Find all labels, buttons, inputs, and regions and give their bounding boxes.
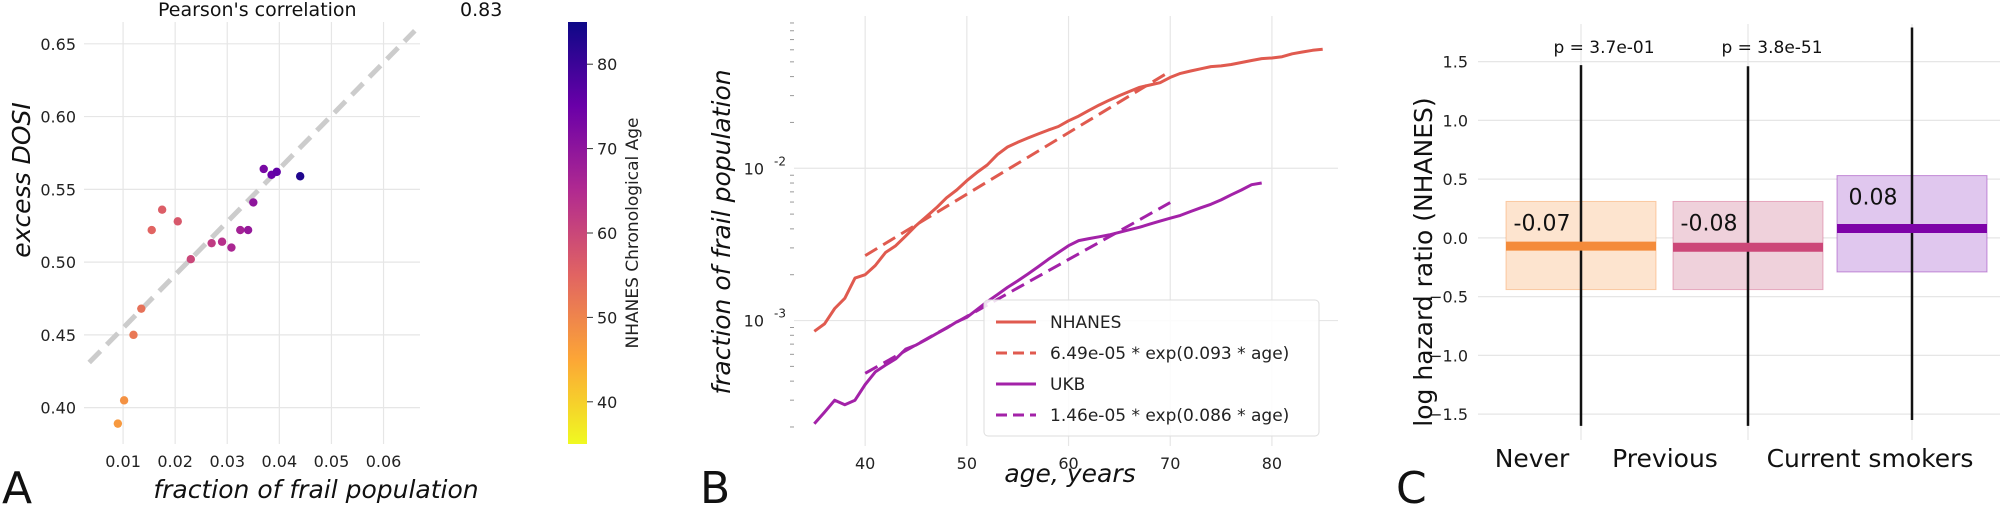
panel-a-fit-line (87, 28, 417, 365)
panel-letter-b: B (700, 463, 730, 510)
box-value-label: -0.08 (1681, 211, 1738, 236)
panel-a-points (113, 164, 305, 428)
panel-a-title: Pearson's correlation (158, 0, 357, 21)
scatter-point (186, 254, 195, 264)
scatter-point (129, 330, 138, 340)
y-tick-label: 0.5 (1443, 170, 1468, 189)
panel-c-box: -0.07 -0.080.08 −1.5−1.0−0.50.00.51.01.5 … (1396, 24, 2000, 510)
panel-b-series (813, 47, 1323, 425)
scatter-point (173, 217, 182, 226)
x-tick-label: 0.03 (209, 452, 245, 471)
panel-letter-a: A (2, 463, 32, 510)
category-label: Current smokers (1767, 444, 1974, 473)
legend-label-ukb: UKB (1050, 375, 1085, 395)
y-tick-label: 0.50 (40, 253, 76, 272)
panel-b-legend: NHANES 6.49e-05 * exp(0.093 * age) UKB 1… (983, 299, 1320, 437)
series-line-2 (813, 181, 1262, 425)
y-tick-label: 1.0 (1443, 111, 1468, 130)
series-line-1 (864, 70, 1171, 257)
legend-label-nhanes: NHANES (1050, 313, 1121, 333)
colorbar-tick-label: 60 (597, 224, 617, 243)
scatter-point (259, 164, 268, 174)
y-tick-label: 0.60 (40, 108, 76, 127)
colorbar-tick-label: 80 (597, 55, 617, 74)
panel-c-categories: Never Previous Current smokers (1495, 444, 1974, 473)
series-line-0 (813, 47, 1323, 333)
box-value-label: 0.08 (1849, 186, 1898, 211)
scatter-point (113, 419, 123, 428)
y-tick-label: −1.5 (1429, 405, 1468, 424)
y-tick-label: 10 (744, 159, 764, 178)
y-tick-label: 1.5 (1443, 53, 1468, 72)
panel-c-boxes: -0.07 -0.08 0.08 (1505, 27, 1988, 426)
panel-a-x-ticks: 0.01 0.02 0.03 0.04 0.05 0.06 (105, 452, 401, 471)
panel-b-x-label: age, years (1004, 459, 1135, 488)
panel-b-line: 40 50 60 70 80 10 -3 10 -2 age, years fraction … (700, 16, 1338, 510)
x-tick-label: 60 (1058, 454, 1078, 473)
panel-a-scatter: 0.01 0.02 0.03 0.04 0.05 0.06 0.40 0.45 0.50 0.5… (2, 0, 643, 510)
x-tick-label: 50 (957, 454, 977, 473)
legend-frame (983, 299, 1320, 437)
legend-label-ukb-fit: 1.46e-05 * exp(0.086 * age) (1050, 406, 1289, 426)
scatter-point (217, 237, 227, 246)
scatter-point (147, 225, 156, 235)
box-value-label: -0.07 (1514, 211, 1571, 236)
scatter-point (157, 205, 167, 214)
x-tick-label: 0.02 (157, 452, 193, 471)
pvalue-current: p = 3.8e-51 (1721, 38, 1822, 58)
x-tick-label: 0.01 (105, 452, 141, 471)
scatter-point (295, 172, 305, 181)
scatter-point (272, 167, 281, 177)
panel-b-y-ticks: 10 -3 10 -2 (744, 154, 786, 330)
series-line-3 (864, 201, 1171, 375)
scatter-point (207, 238, 216, 248)
y-tick-label: 0.45 (40, 326, 76, 345)
category-label: Previous (1612, 444, 1718, 473)
y-tick-label: −1.0 (1429, 346, 1468, 365)
panel-c-y-label: log hazard ratio (NHANES) (1409, 97, 1438, 426)
scatter-point (137, 304, 146, 313)
y-tick-label: 0.55 (40, 180, 76, 199)
y-tick-label: −0.5 (1429, 288, 1468, 307)
x-tick-label: 40 (855, 454, 875, 473)
panel-letter-c: C (1396, 463, 1427, 510)
category-label: Never (1495, 444, 1570, 473)
panel-a-y-label: excess DOSI (7, 102, 36, 257)
scatter-point (236, 225, 245, 235)
colorbar-tick-label: 50 (597, 308, 617, 327)
colorbar-ticks: 40 50 60 70 80 (587, 55, 617, 412)
scatter-point (227, 243, 236, 252)
x-tick-label: 80 (1262, 454, 1282, 473)
scatter-point (119, 396, 129, 405)
panel-a-grid (84, 22, 420, 444)
panel-a-title-value: 0.83 (460, 0, 502, 21)
colorbar (568, 22, 587, 444)
x-tick-label: 70 (1160, 454, 1180, 473)
panel-a-x-label: fraction of frail population (153, 475, 478, 504)
legend-label-nhanes-fit: 6.49e-05 * exp(0.093 * age) (1050, 344, 1289, 364)
x-tick-label: 0.05 (314, 452, 350, 471)
panel-b-y-label: fraction of frail population (707, 69, 736, 394)
y-tick-label: 0.0 (1443, 229, 1468, 248)
panel-b-x-ticks: 40 50 60 70 80 (855, 454, 1282, 473)
colorbar-label: NHANES Chronological Age (623, 117, 643, 348)
pvalue-previous: p = 3.7e-01 (1553, 38, 1654, 58)
scatter-point (249, 198, 258, 207)
colorbar-tick-label: 70 (597, 140, 617, 159)
y-tick-label: 10 (744, 312, 764, 331)
panel-a-y-ticks: 0.40 0.45 0.50 0.55 0.60 0.65 (40, 35, 76, 418)
fit-line (87, 28, 417, 365)
panel-c-y-ticks: −1.5 −1.0 −0.5 0.0 0.5 1.0 1.5 (1429, 53, 1468, 425)
scatter-point (243, 225, 253, 235)
x-tick-label: 0.06 (366, 452, 402, 471)
y-tick-exponent: -2 (774, 154, 786, 168)
y-tick-label: 0.65 (40, 35, 76, 54)
colorbar-tick-label: 40 (597, 393, 617, 412)
x-tick-label: 0.04 (262, 452, 298, 471)
y-tick-exponent: -3 (774, 307, 786, 321)
y-tick-label: 0.40 (40, 399, 76, 418)
